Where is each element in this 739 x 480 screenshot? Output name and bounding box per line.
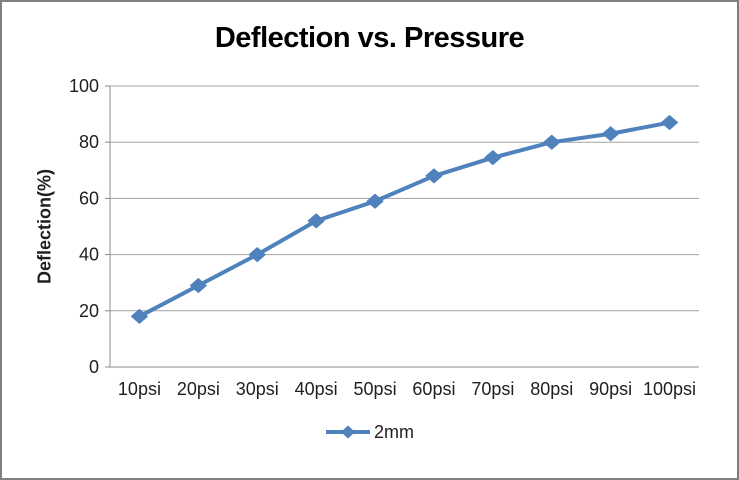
series-line <box>137 120 672 319</box>
data-point-marker <box>602 126 620 142</box>
legend-line-marker-icon <box>326 425 370 439</box>
data-point-marker <box>307 213 325 229</box>
x-tick-label: 70psi <box>471 379 514 399</box>
y-tick-label: 100 <box>69 76 99 96</box>
data-point-marker <box>425 168 443 184</box>
legend: 2mm <box>2 421 737 443</box>
x-tick-label: 50psi <box>354 379 397 399</box>
y-tick-label: 60 <box>79 188 99 208</box>
x-tick-label: 20psi <box>177 379 220 399</box>
x-tick-label: 90psi <box>589 379 632 399</box>
legend-label: 2mm <box>374 421 414 442</box>
y-tick-label: 80 <box>79 132 99 152</box>
x-tick-label: 100psi <box>643 379 696 399</box>
x-tick-label: 60psi <box>412 379 455 399</box>
x-tick-label: 40psi <box>295 379 338 399</box>
y-tick-label: 0 <box>89 357 99 377</box>
data-point-marker <box>484 150 502 166</box>
data-point-marker <box>130 308 148 324</box>
x-tick-label: 10psi <box>118 379 161 399</box>
data-point-marker <box>248 247 266 263</box>
x-tick-label: 80psi <box>530 379 573 399</box>
y-tick-label: 40 <box>79 245 99 265</box>
data-point-marker <box>661 115 679 131</box>
y-tick-label: 20 <box>79 301 99 321</box>
data-point-marker <box>189 278 207 294</box>
data-point-marker <box>543 134 561 150</box>
data-point-marker <box>366 193 384 209</box>
chart-title: Deflection vs. Pressure <box>214 22 525 54</box>
x-tick-label: 30psi <box>236 379 279 399</box>
